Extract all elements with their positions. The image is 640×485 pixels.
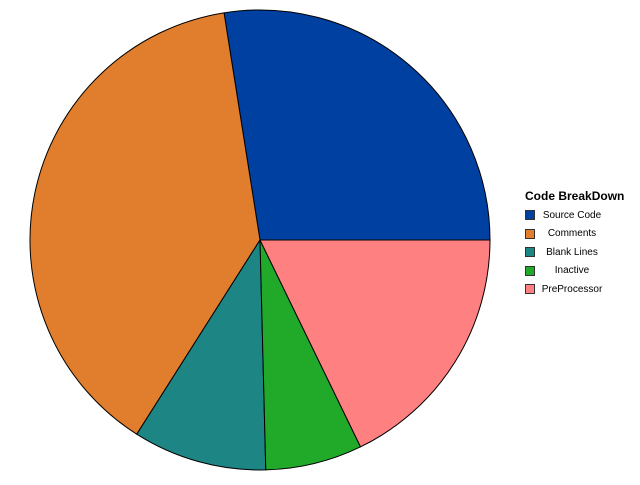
legend-swatch-preprocessor (525, 284, 535, 295)
legend-swatch-blank-lines (525, 247, 535, 258)
legend-item-inactive: Inactive (525, 262, 637, 281)
legend-item-preprocessor: PreProcessor (525, 280, 637, 299)
legend-swatch-comments (525, 228, 535, 239)
legend-item-comments: Comments (525, 225, 637, 244)
legend-title: Code BreakDown (525, 189, 625, 203)
legend-item-source-code: Source Code (525, 206, 637, 225)
legend-label-blank-lines: Blank Lines (546, 246, 598, 258)
legend-label-source-code: Source Code (542, 209, 602, 221)
legend-label-comments: Comments (547, 228, 597, 240)
legend-swatch-inactive (525, 265, 535, 276)
legend-items: Source Code Comments Blank Lines Inactive Pr… (525, 206, 637, 299)
pie-slice-comments (29, 12, 261, 435)
legend: Code BreakDown Source Code Comments Blank … (525, 189, 637, 299)
pie-slice-source-code (223, 9, 491, 241)
legend-label-inactive: Inactive (554, 265, 590, 277)
pie-slice-blank-lines (136, 239, 267, 471)
legend-swatch-source-code (525, 210, 535, 221)
pie-slice-preprocessor (259, 239, 491, 448)
legend-item-blank-lines: Blank Lines (525, 243, 637, 262)
legend-label-preprocessor: PreProcessor (541, 283, 603, 295)
